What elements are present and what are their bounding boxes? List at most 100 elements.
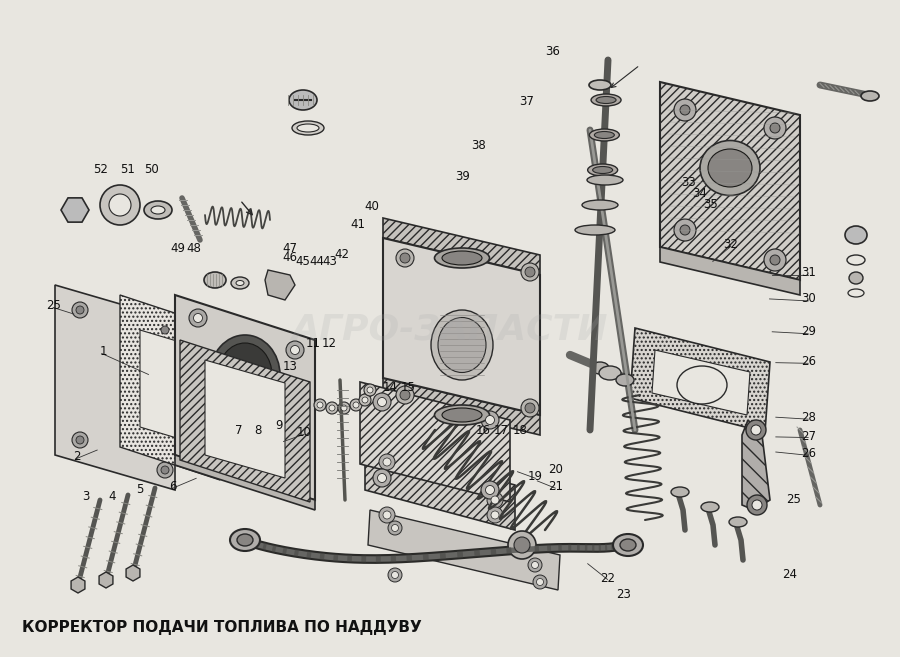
Text: 45: 45: [296, 255, 310, 268]
Circle shape: [400, 253, 410, 263]
Ellipse shape: [237, 534, 253, 546]
Circle shape: [396, 386, 414, 404]
Circle shape: [291, 346, 300, 355]
Polygon shape: [660, 82, 800, 280]
Ellipse shape: [236, 281, 244, 286]
Polygon shape: [61, 198, 89, 222]
Ellipse shape: [589, 80, 611, 90]
Circle shape: [674, 99, 696, 121]
Ellipse shape: [582, 200, 618, 210]
Polygon shape: [126, 565, 140, 581]
Circle shape: [392, 524, 399, 532]
Ellipse shape: [442, 408, 482, 422]
Circle shape: [751, 425, 761, 435]
Ellipse shape: [435, 248, 490, 268]
Ellipse shape: [575, 225, 615, 235]
Ellipse shape: [200, 450, 216, 460]
Circle shape: [680, 225, 690, 235]
Ellipse shape: [292, 121, 324, 135]
Text: 11: 11: [306, 337, 320, 350]
Polygon shape: [71, 577, 85, 593]
Circle shape: [746, 420, 766, 440]
Ellipse shape: [442, 251, 482, 265]
Ellipse shape: [596, 97, 617, 104]
Text: 42: 42: [335, 248, 349, 261]
Text: 27: 27: [801, 430, 815, 443]
Circle shape: [341, 405, 347, 411]
Text: 21: 21: [548, 480, 562, 493]
Circle shape: [400, 390, 410, 400]
Circle shape: [747, 495, 767, 515]
Circle shape: [286, 341, 304, 359]
Circle shape: [72, 302, 88, 318]
Circle shape: [764, 117, 786, 139]
Ellipse shape: [671, 487, 689, 497]
Circle shape: [528, 558, 542, 572]
Circle shape: [536, 579, 544, 585]
Text: 10: 10: [297, 426, 311, 439]
Circle shape: [388, 568, 402, 582]
Text: 25: 25: [46, 299, 60, 312]
Ellipse shape: [204, 272, 226, 288]
Circle shape: [379, 454, 395, 470]
Ellipse shape: [188, 447, 196, 453]
Text: 35: 35: [703, 198, 717, 212]
Ellipse shape: [590, 129, 619, 141]
Circle shape: [532, 562, 538, 568]
Text: КОРРЕКТОР ПОДАЧИ ТОПЛИВА ПО НАДДУВУ: КОРРЕКТОР ПОДАЧИ ТОПЛИВА ПО НАДДУВУ: [22, 620, 422, 635]
Text: 41: 41: [351, 218, 365, 231]
Polygon shape: [205, 360, 285, 478]
Text: 14: 14: [382, 381, 397, 394]
Text: 32: 32: [724, 238, 738, 251]
Text: 22: 22: [600, 572, 615, 585]
Polygon shape: [140, 330, 200, 445]
Polygon shape: [175, 295, 315, 500]
Ellipse shape: [218, 343, 272, 407]
Circle shape: [329, 405, 335, 411]
Polygon shape: [365, 445, 515, 530]
Polygon shape: [175, 455, 315, 510]
Circle shape: [286, 461, 304, 479]
Ellipse shape: [144, 201, 172, 219]
Text: 36: 36: [545, 45, 560, 58]
Ellipse shape: [701, 502, 719, 512]
Ellipse shape: [613, 534, 643, 556]
Polygon shape: [180, 340, 310, 502]
Circle shape: [189, 309, 207, 327]
Text: 43: 43: [322, 255, 337, 268]
Circle shape: [161, 466, 169, 474]
Circle shape: [373, 393, 391, 411]
Circle shape: [491, 496, 499, 504]
Circle shape: [291, 466, 300, 474]
Circle shape: [194, 313, 202, 323]
Ellipse shape: [591, 94, 621, 106]
Circle shape: [481, 481, 499, 499]
Ellipse shape: [100, 185, 140, 225]
Circle shape: [491, 511, 499, 519]
Circle shape: [72, 432, 88, 448]
Circle shape: [194, 430, 202, 440]
Text: 34: 34: [692, 187, 706, 200]
Ellipse shape: [204, 453, 212, 457]
Text: 26: 26: [801, 355, 815, 368]
Circle shape: [157, 322, 173, 338]
Circle shape: [521, 399, 539, 417]
Polygon shape: [383, 238, 540, 415]
Text: 8: 8: [255, 424, 262, 437]
Circle shape: [680, 105, 690, 115]
Text: 33: 33: [681, 176, 696, 189]
Text: 4: 4: [109, 489, 116, 503]
Text: 39: 39: [455, 170, 470, 183]
Circle shape: [373, 469, 391, 487]
Text: 40: 40: [364, 200, 379, 214]
Ellipse shape: [845, 226, 867, 244]
Text: 51: 51: [121, 163, 135, 176]
Ellipse shape: [861, 91, 879, 101]
Ellipse shape: [729, 517, 747, 527]
Text: 18: 18: [513, 424, 527, 437]
Circle shape: [752, 500, 762, 510]
Ellipse shape: [616, 374, 634, 386]
Circle shape: [485, 415, 494, 424]
Text: 7: 7: [235, 424, 242, 437]
Circle shape: [350, 399, 362, 411]
